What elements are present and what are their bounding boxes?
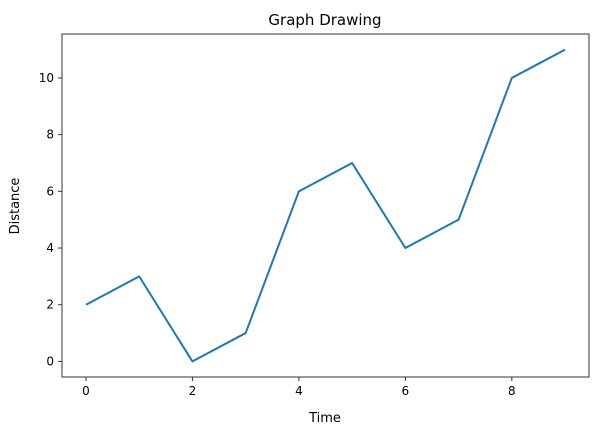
x-tick-label: 8 <box>508 384 516 398</box>
y-tick-label: 0 <box>46 354 54 368</box>
y-tick-label: 10 <box>39 71 54 85</box>
x-tick-label: 4 <box>295 384 303 398</box>
x-axis-label: Time <box>308 411 341 426</box>
y-tick-label: 4 <box>46 241 54 255</box>
x-tick-label: 0 <box>82 384 90 398</box>
y-tick-label: 8 <box>46 128 54 142</box>
chart-title: Graph Drawing <box>268 11 381 29</box>
y-tick-label: 2 <box>46 298 54 312</box>
series-line <box>86 50 565 362</box>
x-tick-label: 6 <box>402 384 410 398</box>
y-axis-label: Distance <box>8 178 23 235</box>
x-tick-label: 2 <box>189 384 197 398</box>
y-tick-label: 6 <box>46 184 54 198</box>
